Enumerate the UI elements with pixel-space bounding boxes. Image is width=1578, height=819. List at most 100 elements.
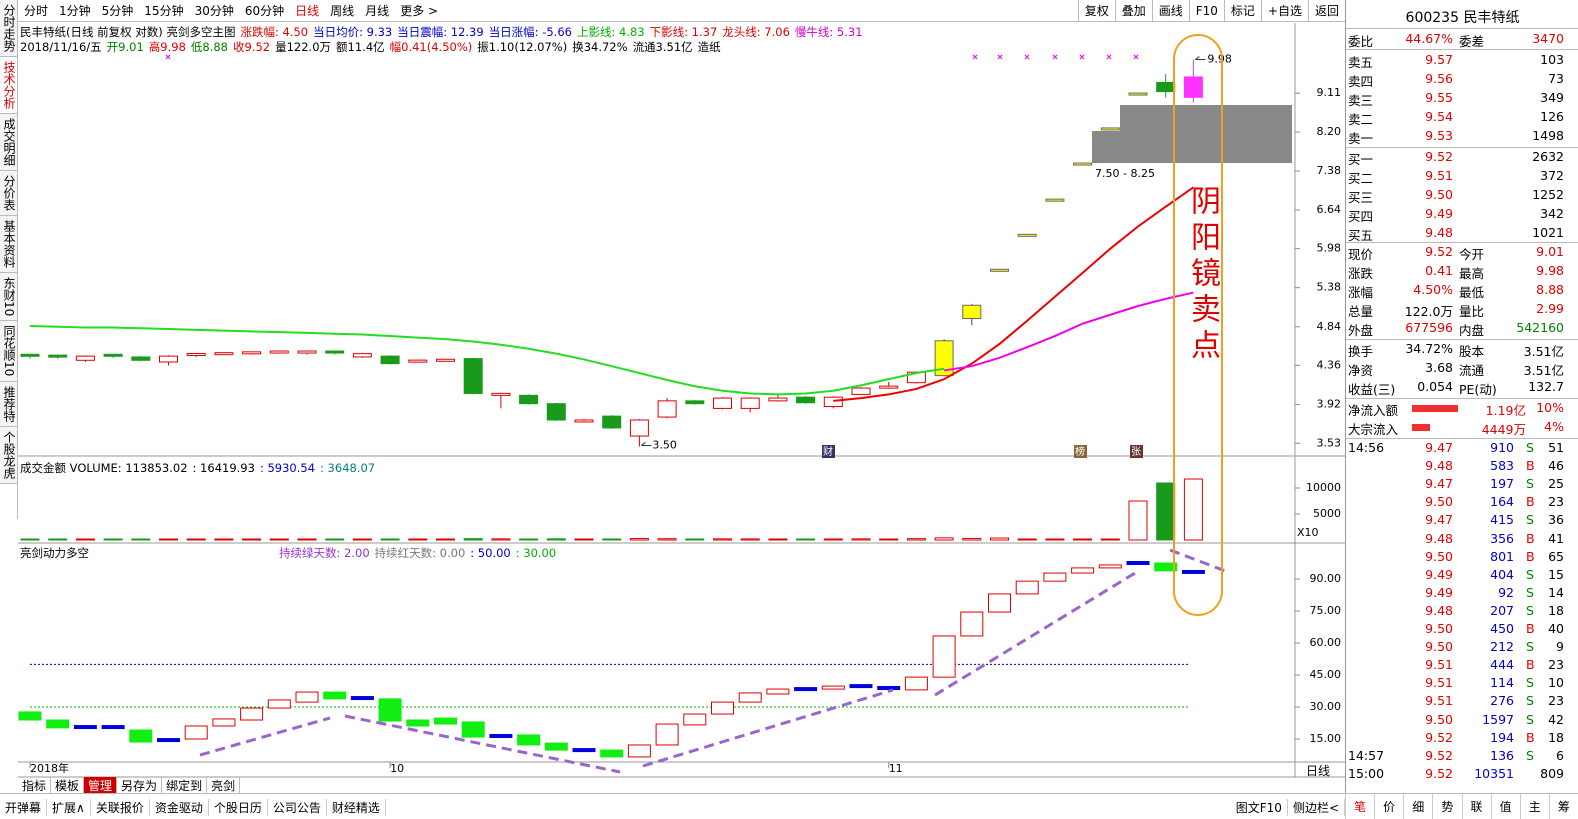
price: 9.57 bbox=[1425, 52, 1453, 67]
band bbox=[1120, 105, 1292, 133]
label: 收益(三) bbox=[1348, 382, 1396, 397]
count: 51 bbox=[1548, 440, 1564, 455]
indicator-tab[interactable]: 模板 bbox=[51, 777, 85, 793]
volume-bar bbox=[297, 538, 317, 541]
separator bbox=[1346, 147, 1578, 148]
side-tab[interactable]: 分价表 bbox=[0, 171, 17, 216]
side-tab[interactable]: 基本资料 bbox=[0, 216, 17, 273]
info-item: 开9.01 bbox=[106, 40, 144, 54]
period-tab[interactable]: 60分钟 bbox=[244, 4, 285, 18]
volume-bar bbox=[823, 538, 843, 541]
side-tab[interactable]: 个股龙虎 bbox=[0, 426, 17, 484]
indicator-item: : 50.00 bbox=[470, 546, 511, 560]
quote-tab[interactable]: 势 bbox=[1432, 794, 1461, 819]
x-tick-label: 11 bbox=[889, 762, 903, 775]
candle-body bbox=[962, 304, 982, 319]
quote-tab[interactable]: 笔 bbox=[1345, 794, 1374, 819]
status-item[interactable]: 个股日历 bbox=[209, 798, 268, 816]
period-tab[interactable]: 30分钟 bbox=[194, 4, 234, 18]
tool-buttons: 复权 叠加 画线 F10 标记 +自选 返回 bbox=[1077, 0, 1345, 22]
period-tab[interactable]: 分时 bbox=[24, 4, 49, 18]
info-item: 当日涨幅: -5.66 bbox=[488, 25, 572, 39]
status-item[interactable]: 侧边栏< bbox=[1288, 798, 1345, 816]
label: 卖二 bbox=[1348, 112, 1374, 127]
tool-button[interactable]: 复权 bbox=[1077, 0, 1115, 22]
tool-button[interactable]: 标记 bbox=[1223, 0, 1261, 22]
indicator-tab[interactable]: 亮剑 bbox=[207, 777, 241, 793]
status-item[interactable]: 关联报价 bbox=[91, 798, 150, 816]
candle-body bbox=[297, 350, 317, 354]
tool-button[interactable]: F10 bbox=[1188, 0, 1224, 22]
period-tab[interactable]: 5分钟 bbox=[101, 4, 134, 18]
count: 36 bbox=[1548, 512, 1564, 528]
indicator-bar bbox=[849, 684, 873, 689]
period-tab[interactable]: 1分钟 bbox=[59, 4, 91, 18]
volume: 136 bbox=[1490, 747, 1514, 763]
quote-tab[interactable]: 联 bbox=[1461, 794, 1491, 819]
price: 9.51 bbox=[1425, 657, 1453, 673]
volume: 910 bbox=[1490, 440, 1514, 455]
candle-body bbox=[629, 419, 649, 437]
side-tab[interactable]: 东财10 bbox=[0, 273, 17, 322]
tool-button[interactable]: 返回 bbox=[1307, 0, 1345, 22]
value: 34.72% bbox=[1405, 341, 1453, 356]
value: 8.88 bbox=[1536, 282, 1564, 297]
status-item[interactable]: 开弹幕 bbox=[0, 798, 48, 816]
value: 0.054 bbox=[1417, 379, 1453, 394]
tool-button[interactable]: 叠加 bbox=[1114, 0, 1152, 22]
indicator-bar bbox=[1126, 561, 1150, 565]
side-tab[interactable]: 分时走势 bbox=[0, 0, 17, 57]
indicator-bar bbox=[295, 691, 319, 703]
value: 10% bbox=[1536, 400, 1564, 415]
volume: 404 bbox=[1490, 566, 1514, 582]
indicator-tab[interactable]: 另存为 bbox=[117, 777, 163, 793]
period-tab[interactable]: 15分钟 bbox=[144, 4, 184, 18]
volume-bar bbox=[1128, 500, 1148, 541]
indicator-bar bbox=[157, 738, 180, 743]
side-tab[interactable]: 推荐特 bbox=[0, 381, 17, 427]
info-item: 下影线: 1.37 bbox=[649, 25, 718, 39]
indicator-bar bbox=[600, 749, 624, 758]
side: B bbox=[1526, 458, 1535, 474]
tool-button[interactable]: 画线 bbox=[1151, 0, 1189, 22]
info-item: 额11.4亿 bbox=[336, 40, 385, 54]
period-tab[interactable]: 周线 bbox=[330, 4, 355, 18]
price: 9.52 bbox=[1425, 765, 1453, 781]
status-item[interactable]: 扩展∧ bbox=[47, 798, 91, 816]
indicator-tab[interactable]: 管理 bbox=[84, 777, 118, 793]
tool-button[interactable]: +自选 bbox=[1260, 0, 1308, 22]
volume-bar bbox=[574, 538, 594, 541]
period-tab[interactable]: 月线 bbox=[365, 4, 390, 18]
quote-tab[interactable]: 主 bbox=[1519, 794, 1549, 819]
volume: 444 bbox=[1490, 657, 1514, 673]
quote-tab[interactable]: 价 bbox=[1374, 794, 1403, 819]
price: 9.51 bbox=[1425, 693, 1453, 709]
status-item[interactable]: 资金驱动 bbox=[150, 798, 209, 816]
period-tab[interactable]: 日线 bbox=[295, 4, 320, 18]
candle-body bbox=[823, 396, 843, 408]
info-item: 当日均价: 9.33 bbox=[313, 25, 393, 39]
quote-tab[interactable]: 值 bbox=[1490, 794, 1520, 819]
volume-bar bbox=[1100, 538, 1120, 541]
arrow bbox=[641, 442, 652, 446]
quote-tab[interactable]: 筹 bbox=[1548, 794, 1578, 819]
info-line: 2018/11/16/五 开9.01 高9.98 低8.88 收9.52 量122.0万额… bbox=[20, 39, 726, 55]
volume: 126 bbox=[1540, 109, 1564, 124]
side-tab[interactable]: 同花顺10 bbox=[0, 321, 17, 382]
status-item[interactable]: 财经精选 bbox=[327, 798, 386, 816]
quote-tab[interactable]: 细 bbox=[1403, 794, 1432, 819]
price: 9.51 bbox=[1425, 675, 1453, 691]
status-item[interactable]: 图文F10 bbox=[1231, 798, 1288, 816]
volume-bar bbox=[934, 537, 954, 541]
side-tab[interactable]: 技术分析 bbox=[0, 57, 17, 114]
ma-line bbox=[833, 186, 1194, 402]
status-item[interactable]: 公司公告 bbox=[268, 798, 327, 816]
candle-body bbox=[463, 358, 483, 394]
candle-body bbox=[48, 354, 68, 358]
indicator-bar bbox=[129, 729, 153, 743]
label: 大宗流入 bbox=[1348, 422, 1399, 437]
indicator-tab[interactable]: 指标 bbox=[18, 777, 52, 793]
indicator-tab[interactable]: 绑定到 bbox=[162, 777, 208, 793]
period-tab[interactable]: 更多 > bbox=[400, 4, 439, 18]
side-tab[interactable]: 成交明细 bbox=[0, 114, 17, 171]
